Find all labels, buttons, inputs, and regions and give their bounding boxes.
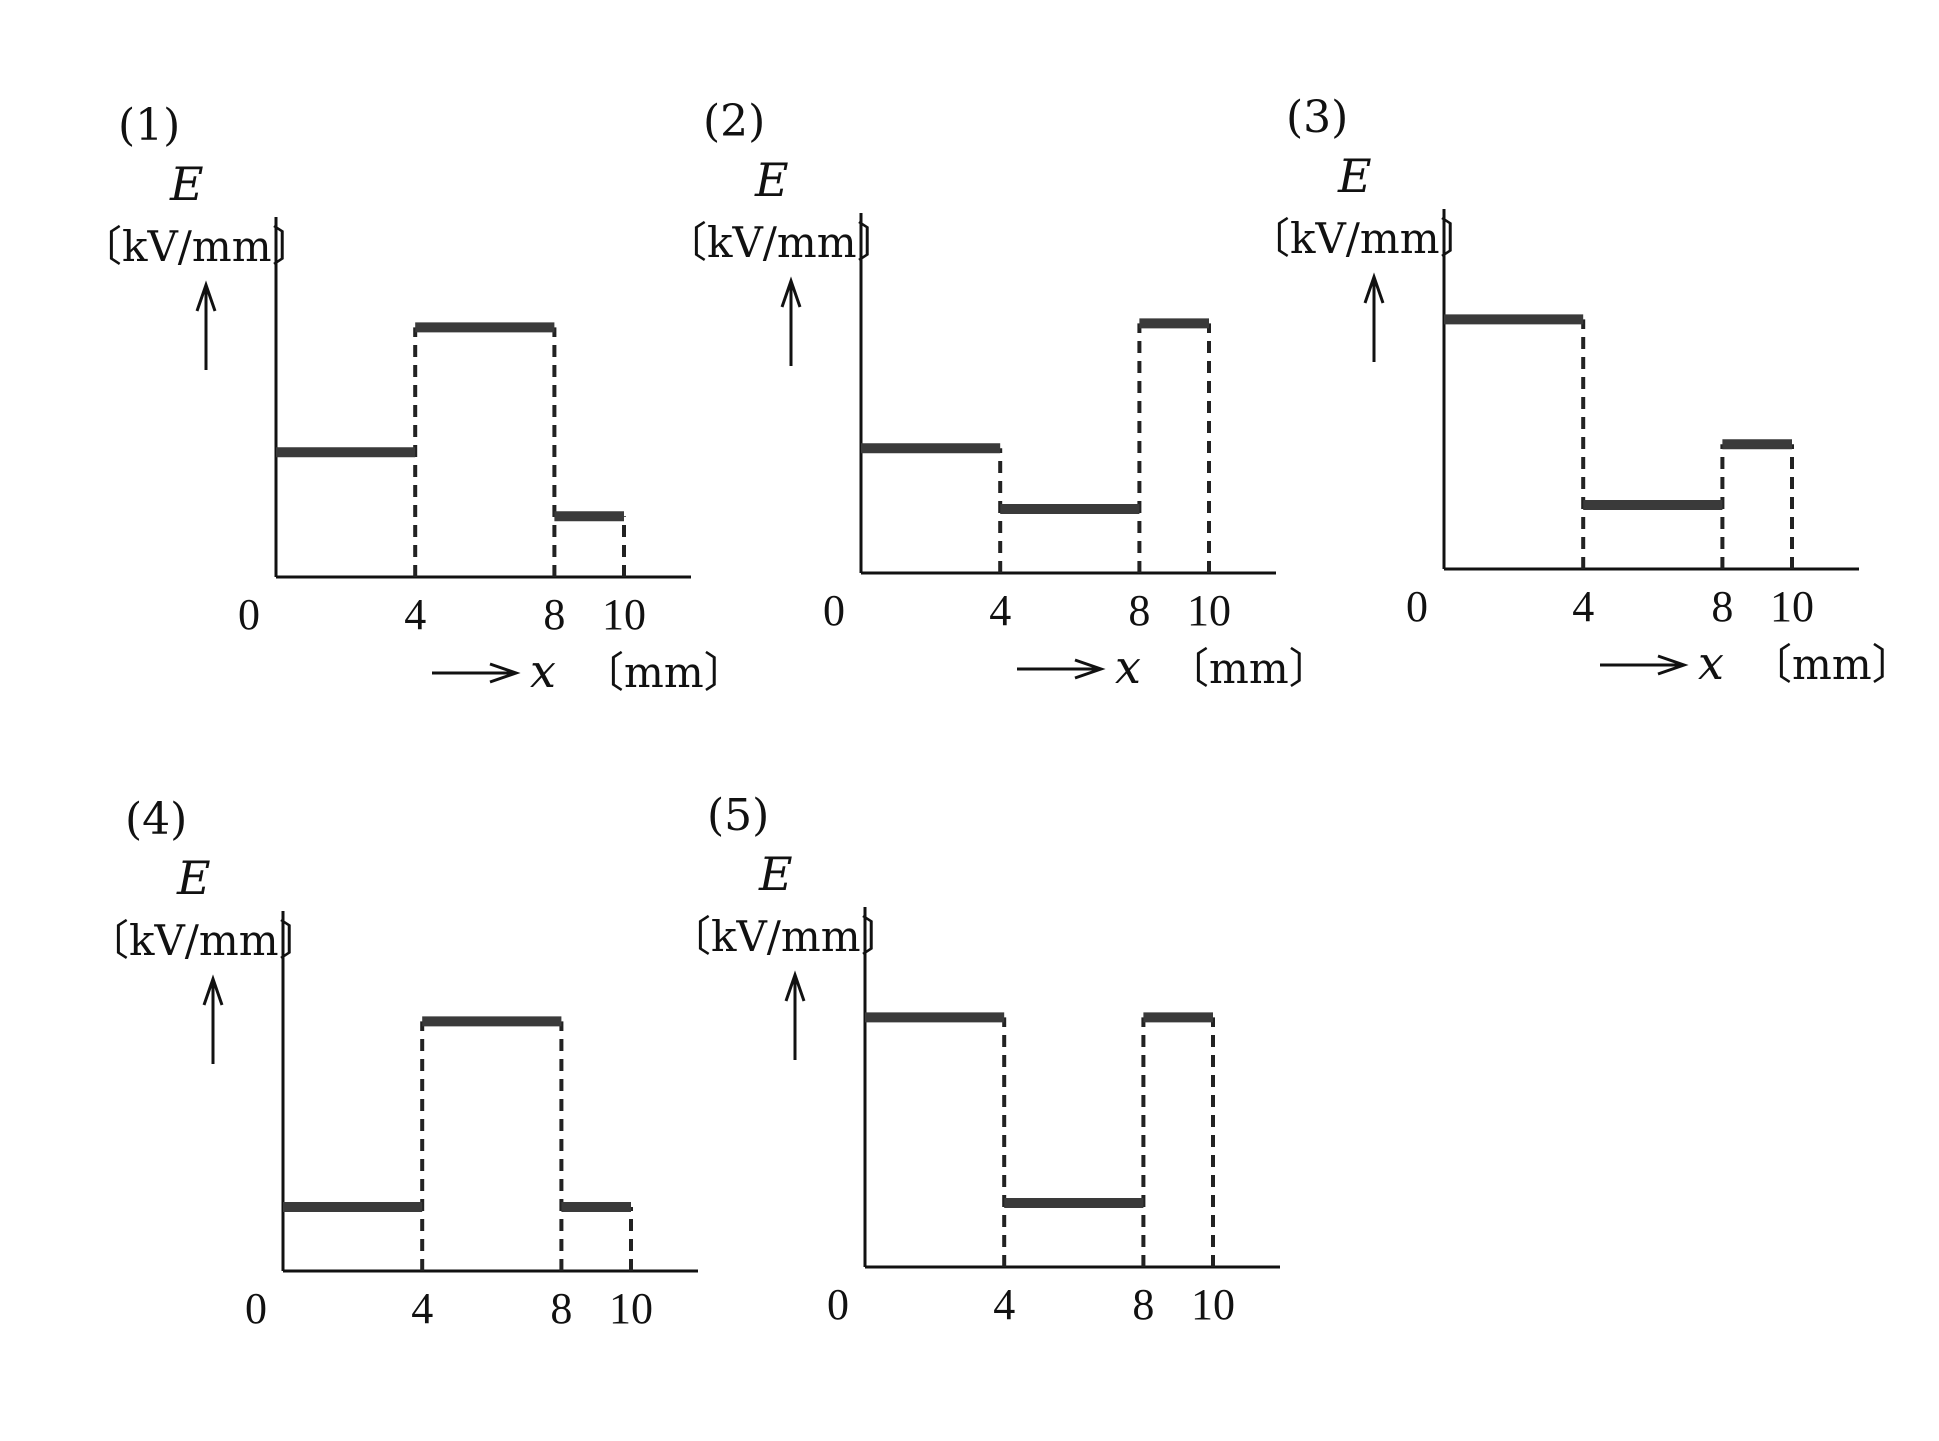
x-axis-symbol: x: [530, 644, 556, 698]
chart-panel-3: (3) E 〔kV/mm〕 0 4 8 10 x 〔mm〕: [1248, 92, 1914, 690]
y-axis-unit: 〔kV/mm〕: [665, 218, 899, 267]
y-axis-symbol: E: [754, 153, 789, 207]
x-tick-label: 8: [1711, 582, 1733, 631]
x-tick-label: 10: [609, 1284, 653, 1333]
x-arrow-head: [489, 662, 521, 684]
x-tick-label: 10: [602, 590, 646, 639]
panel-label: (2): [703, 96, 765, 147]
x-tick-label: 4: [989, 586, 1011, 635]
x-axis-symbol: x: [1698, 636, 1724, 690]
y-arrow-head: [784, 970, 806, 1002]
y-axis-symbol: E: [176, 851, 211, 905]
y-axis-unit: 〔kV/mm〕: [1248, 214, 1482, 263]
x-tick-label: 8: [550, 1284, 572, 1333]
x-axis-symbol: x: [1115, 640, 1141, 694]
panel-label: (5): [707, 790, 769, 841]
y-axis-symbol: E: [1337, 149, 1372, 203]
panel-label: (4): [125, 794, 187, 845]
y-axis-symbol: E: [758, 847, 793, 901]
y-arrow-head: [780, 276, 802, 308]
panel-label: (3): [1286, 92, 1348, 143]
chart-panel-5: (5) E 〔kV/mm〕 0 4 8 10: [669, 790, 1280, 1329]
y-axis-unit: 〔kV/mm〕: [669, 912, 903, 961]
y-arrow-head: [202, 974, 224, 1006]
x-axis-unit: 〔mm〕: [1750, 640, 1914, 689]
x-axis-unit: 〔mm〕: [1167, 644, 1331, 693]
x-tick-label: 4: [411, 1284, 433, 1333]
x-tick-label: 10: [1770, 582, 1814, 631]
panel-label: (1): [118, 100, 180, 151]
origin-label: 0: [827, 1280, 849, 1329]
chart-panel-1: (1) E 〔kV/mm〕 0 4 8 10 x 〔mm〕: [80, 100, 746, 698]
x-tick-label: 4: [404, 590, 426, 639]
x-tick-label: 10: [1191, 1280, 1235, 1329]
x-tick-label: 4: [993, 1280, 1015, 1329]
x-arrow-head: [1074, 658, 1106, 680]
x-tick-label: 4: [1572, 582, 1594, 631]
y-arrow-head: [195, 280, 217, 312]
origin-label: 0: [823, 586, 845, 635]
y-axis-symbol: E: [169, 157, 204, 211]
origin-label: 0: [238, 590, 260, 639]
chart-panel-2: (2) E 〔kV/mm〕 0 4 8 10 x 〔mm〕: [665, 96, 1331, 694]
chart-panel-4: (4) E 〔kV/mm〕 0 4 8 10: [87, 794, 698, 1333]
y-arrow-head: [1363, 272, 1385, 304]
origin-label: 0: [1406, 582, 1428, 631]
x-tick-label: 8: [1128, 586, 1150, 635]
y-axis-unit: 〔kV/mm〕: [87, 916, 321, 965]
x-tick-label: 8: [543, 590, 565, 639]
x-axis-unit: 〔mm〕: [582, 648, 746, 697]
x-tick-label: 10: [1187, 586, 1231, 635]
x-arrow-head: [1657, 654, 1689, 676]
x-tick-label: 8: [1132, 1280, 1154, 1329]
y-axis-unit: 〔kV/mm〕: [80, 222, 314, 271]
origin-label: 0: [245, 1284, 267, 1333]
